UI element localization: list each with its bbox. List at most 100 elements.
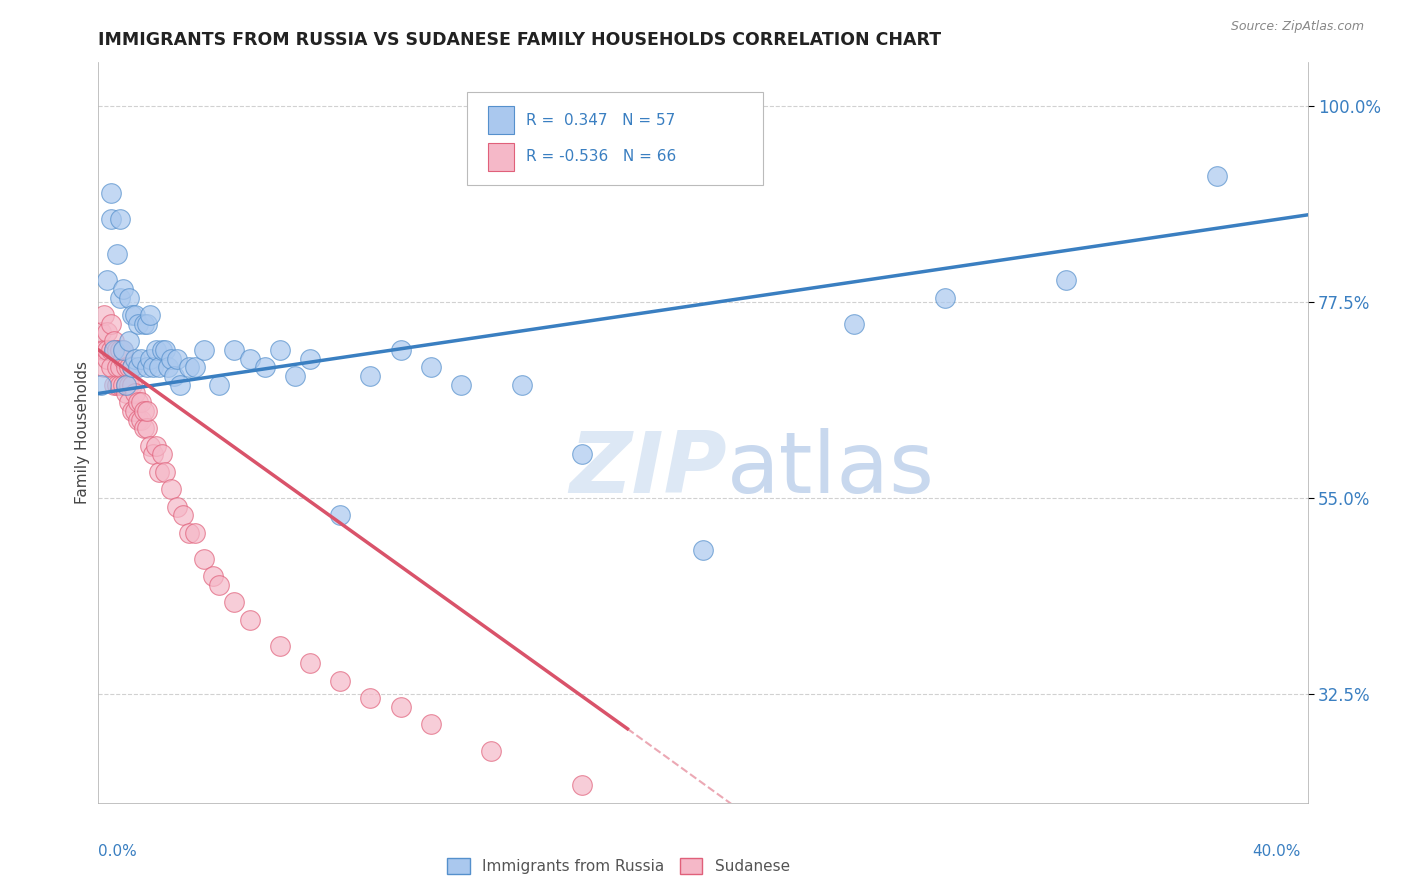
Point xyxy=(844,317,866,331)
Point xyxy=(124,404,146,418)
Point xyxy=(299,351,322,366)
Point xyxy=(93,360,115,375)
Point xyxy=(105,343,128,357)
Point xyxy=(1206,169,1229,183)
Point xyxy=(132,421,155,435)
Point xyxy=(118,395,141,409)
Point xyxy=(571,778,593,792)
Point xyxy=(121,360,143,375)
Point xyxy=(127,395,149,409)
Point xyxy=(253,360,276,375)
Point xyxy=(124,386,146,401)
Point xyxy=(208,578,231,592)
Text: R = -0.536   N = 66: R = -0.536 N = 66 xyxy=(526,149,676,164)
Point xyxy=(329,673,352,688)
Point xyxy=(208,377,231,392)
Point xyxy=(510,377,533,392)
Point xyxy=(184,525,207,540)
Point xyxy=(284,369,307,384)
Point xyxy=(96,273,118,287)
Point xyxy=(108,212,131,227)
Text: ZIP: ZIP xyxy=(569,428,727,511)
Point xyxy=(129,412,152,426)
Point xyxy=(184,360,207,375)
Point xyxy=(103,343,125,357)
Point xyxy=(103,343,125,357)
Point xyxy=(100,360,122,375)
Legend: Immigrants from Russia, Sudanese: Immigrants from Russia, Sudanese xyxy=(441,852,796,880)
Point xyxy=(160,482,183,496)
Point xyxy=(193,343,215,357)
Point xyxy=(360,369,382,384)
Point xyxy=(135,404,157,418)
Point xyxy=(1054,273,1077,287)
Point xyxy=(90,377,112,392)
Point xyxy=(118,377,141,392)
Point xyxy=(571,447,593,461)
Point xyxy=(142,447,165,461)
Point xyxy=(132,404,155,418)
Point xyxy=(90,343,112,357)
Point xyxy=(111,343,134,357)
Text: 0.0%: 0.0% xyxy=(98,845,138,859)
Point xyxy=(239,351,262,366)
Point xyxy=(111,351,134,366)
Point xyxy=(135,360,157,375)
Point xyxy=(108,377,131,392)
FancyBboxPatch shape xyxy=(488,106,515,134)
Point xyxy=(139,308,162,322)
Point xyxy=(129,395,152,409)
Point xyxy=(114,386,136,401)
Point xyxy=(139,439,162,453)
Point xyxy=(127,317,149,331)
Point xyxy=(118,360,141,375)
Point xyxy=(179,525,201,540)
Point xyxy=(121,360,143,375)
Y-axis label: Family Households: Family Households xyxy=(75,361,90,504)
Point xyxy=(156,360,179,375)
Point xyxy=(145,439,167,453)
Point xyxy=(179,360,201,375)
Point xyxy=(114,377,136,392)
FancyBboxPatch shape xyxy=(488,143,515,170)
Point xyxy=(108,291,131,305)
Text: 40.0%: 40.0% xyxy=(1253,845,1301,859)
Point xyxy=(153,465,176,479)
Point xyxy=(121,377,143,392)
Point xyxy=(127,412,149,426)
Point xyxy=(172,508,194,523)
Point xyxy=(93,343,115,357)
Point xyxy=(132,317,155,331)
Text: atlas: atlas xyxy=(727,428,935,511)
Point xyxy=(100,212,122,227)
Point xyxy=(145,343,167,357)
Point xyxy=(150,447,173,461)
Point xyxy=(163,369,186,384)
Point xyxy=(692,543,714,558)
Point xyxy=(111,343,134,357)
Point xyxy=(103,334,125,348)
Point xyxy=(224,343,246,357)
Point xyxy=(169,377,191,392)
Point xyxy=(96,343,118,357)
Point xyxy=(103,377,125,392)
Point xyxy=(148,465,170,479)
Point xyxy=(90,326,112,340)
Point xyxy=(121,404,143,418)
Point xyxy=(114,360,136,375)
Point xyxy=(118,291,141,305)
Point xyxy=(100,317,122,331)
Point xyxy=(420,360,443,375)
Point xyxy=(118,334,141,348)
Point xyxy=(105,377,128,392)
Point xyxy=(481,743,503,757)
Point xyxy=(129,351,152,366)
Point xyxy=(105,360,128,375)
Point xyxy=(114,377,136,392)
Point xyxy=(360,691,382,706)
Point xyxy=(124,351,146,366)
Point xyxy=(160,351,183,366)
Text: R =  0.347   N = 57: R = 0.347 N = 57 xyxy=(526,112,676,128)
Point xyxy=(142,360,165,375)
Point xyxy=(111,282,134,296)
